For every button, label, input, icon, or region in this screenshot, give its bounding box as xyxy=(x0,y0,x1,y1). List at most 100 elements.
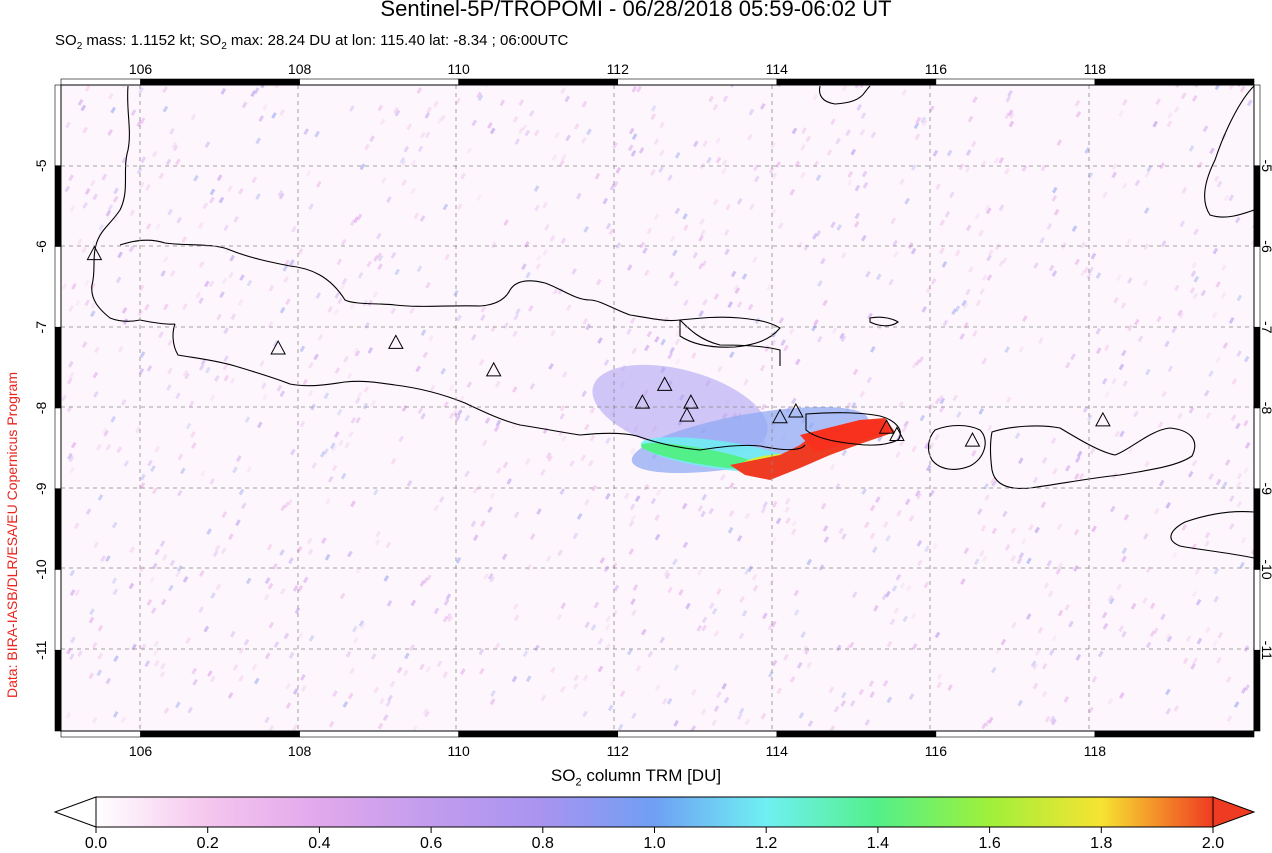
noise-pixel xyxy=(241,502,247,510)
noise-pixel xyxy=(1123,513,1130,521)
noise-pixel xyxy=(379,118,386,126)
noise-pixel xyxy=(554,131,560,139)
noise-pixel xyxy=(464,470,470,478)
noise-pixel xyxy=(1222,481,1228,489)
noise-pixel xyxy=(1086,600,1093,608)
noise-pixel xyxy=(77,650,83,658)
noise-pixel xyxy=(972,96,978,104)
noise-pixel xyxy=(387,694,393,702)
lat-tick-label-left: -6 xyxy=(33,240,49,253)
noise-pixel xyxy=(631,133,638,140)
noise-pixel xyxy=(741,610,748,617)
noise-pixel xyxy=(752,256,758,264)
noise-pixel xyxy=(1181,187,1188,194)
noise-pixel xyxy=(138,86,144,94)
noise-pixel xyxy=(352,625,358,633)
noise-pixel xyxy=(599,557,606,564)
noise-pixel xyxy=(891,585,898,592)
noise-pixel xyxy=(790,528,797,536)
noise-pixel xyxy=(92,193,98,201)
noise-pixel xyxy=(308,203,314,210)
noise-pixel xyxy=(332,690,338,697)
noise-pixel xyxy=(728,482,735,490)
noise-pixel xyxy=(374,539,381,546)
noise-pixel xyxy=(939,219,945,227)
noise-pixel xyxy=(478,648,485,656)
noise-pixel xyxy=(728,510,735,517)
noise-pixel xyxy=(952,394,958,402)
noise-pixel xyxy=(65,121,71,129)
noise-pixel xyxy=(1051,270,1058,277)
noise-pixel xyxy=(425,281,431,289)
noise-pixel xyxy=(960,578,966,585)
noise-pixel xyxy=(334,292,341,299)
noise-pixel xyxy=(112,588,119,596)
noise-pixel xyxy=(631,85,638,93)
noise-pixel xyxy=(130,109,137,116)
noise-pixel xyxy=(800,171,806,179)
noise-pixel xyxy=(1200,289,1207,297)
noise-pixel xyxy=(659,149,665,157)
noise-pixel xyxy=(1246,99,1253,107)
noise-pixel xyxy=(831,327,838,334)
noise-pixel xyxy=(245,577,252,585)
noise-pixel xyxy=(237,299,244,306)
noise-pixel xyxy=(1002,510,1008,518)
lat-tick-label-left: -5 xyxy=(33,159,49,172)
noise-pixel xyxy=(861,488,867,495)
noise-pixel xyxy=(593,601,600,609)
noise-pixel xyxy=(91,641,98,649)
noise-pixel xyxy=(513,511,520,519)
noise-pixel xyxy=(1006,396,1012,404)
noise-pixel xyxy=(613,584,620,592)
noise-pixel xyxy=(518,127,524,134)
noise-pixel xyxy=(981,274,988,282)
noise-pixel xyxy=(92,391,99,398)
noise-pixel xyxy=(110,106,116,114)
lon-tick-label-bottom: 110 xyxy=(448,743,471,759)
noise-pixel xyxy=(181,236,187,243)
noise-pixel xyxy=(370,653,377,660)
noise-pixel xyxy=(70,441,77,449)
frame-band-lon xyxy=(617,730,778,738)
noise-pixel xyxy=(1034,649,1041,656)
noise-pixel xyxy=(221,511,228,518)
noise-pixel xyxy=(1230,414,1237,422)
noise-pixel xyxy=(235,519,241,527)
noise-pixel xyxy=(476,194,482,202)
noise-pixel xyxy=(716,691,722,699)
noise-pixel xyxy=(1192,292,1198,300)
noise-pixel xyxy=(160,598,167,606)
noise-pixel xyxy=(736,713,743,720)
noise-pixel xyxy=(1007,109,1014,117)
map-frame xyxy=(54,78,1261,738)
noise-pixel xyxy=(232,664,239,671)
noise-pixel xyxy=(975,299,982,307)
noise-pixel xyxy=(1009,112,1015,119)
noise-pixel xyxy=(978,408,984,415)
noise-pixel xyxy=(233,215,239,223)
noise-pixel xyxy=(528,110,535,117)
noise-pixel xyxy=(816,335,823,343)
noise-pixel xyxy=(931,278,937,285)
noise-pixel xyxy=(300,674,306,681)
frame-band-lon xyxy=(458,730,619,738)
noise-pixel xyxy=(954,305,961,313)
noise-pixel xyxy=(542,249,549,256)
noise-pixel xyxy=(1177,309,1183,317)
noise-pixel xyxy=(169,559,176,567)
noise-pixel xyxy=(698,262,704,270)
noise-pixel xyxy=(1157,421,1164,429)
noise-pixel xyxy=(1039,237,1045,244)
noise-pixel xyxy=(333,431,340,438)
noise-pixel xyxy=(355,416,361,424)
noise-pixel xyxy=(973,558,980,566)
noise-pixel xyxy=(946,149,953,157)
noise-pixel xyxy=(736,198,743,205)
noise-pixel xyxy=(1178,312,1185,320)
noise-pixel xyxy=(396,666,403,674)
noise-pixel xyxy=(1104,391,1110,399)
colorbar-tick-label: 1.8 xyxy=(1090,835,1112,852)
noise-pixel xyxy=(328,475,334,483)
lat-tick-label-left: -8 xyxy=(33,402,49,415)
